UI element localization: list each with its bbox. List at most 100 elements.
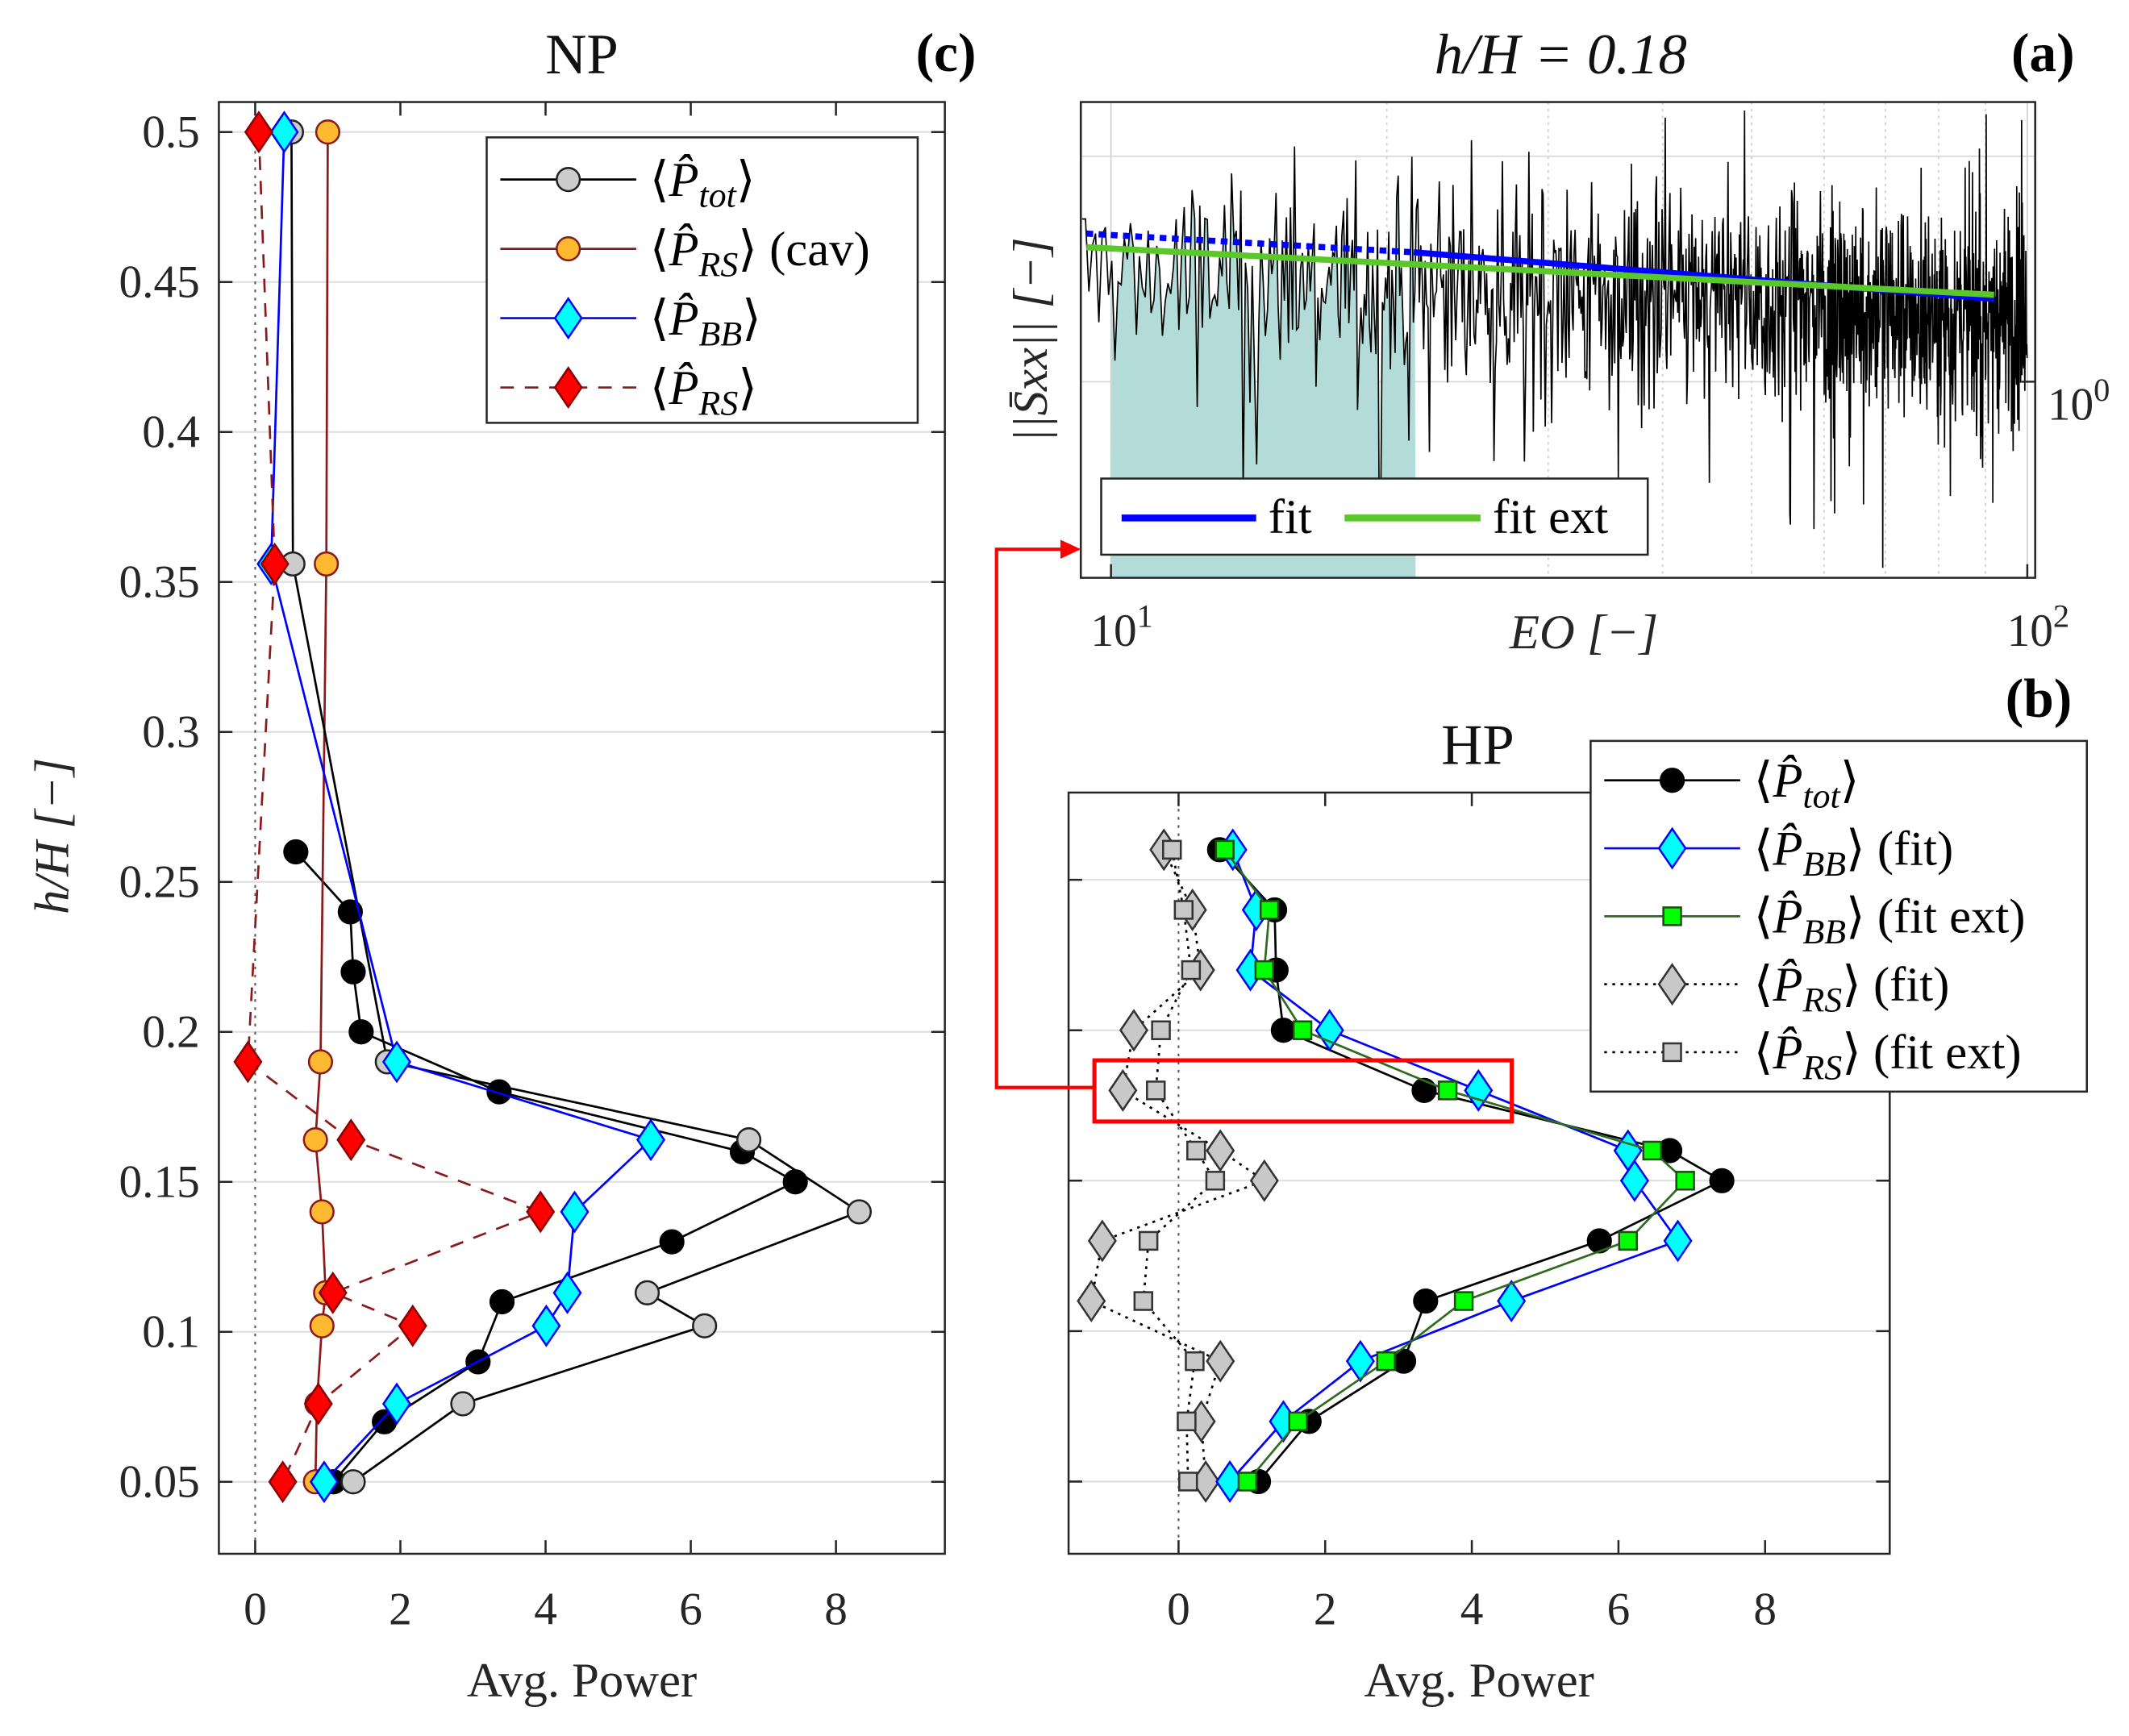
np-legend-label: ⟨P̂RS⟩ (cav) bbox=[650, 223, 870, 284]
np-series-3-point bbox=[244, 110, 273, 154]
arrowhead-icon bbox=[1060, 539, 1081, 559]
hp-xtick-label: 4 bbox=[1460, 1584, 1484, 1635]
np-xtick-label: 4 bbox=[534, 1584, 557, 1635]
hp-series-4-point bbox=[1185, 1351, 1205, 1372]
hp-xtick-label: 6 bbox=[1607, 1584, 1631, 1635]
hp-legend-label: ⟨P̂tot⟩ bbox=[1754, 754, 1860, 815]
hp-legend-marker bbox=[1662, 1042, 1682, 1063]
connector-arrow bbox=[994, 539, 1095, 1089]
hp-series-4-point bbox=[1151, 1020, 1171, 1040]
hp-series-4-line bbox=[1142, 849, 1217, 1482]
np-legend-label: ⟨P̂RS⟩ bbox=[650, 361, 757, 423]
np-ytick-label: 0.45 bbox=[119, 256, 200, 307]
spectrum-ylabel: ||S̄xx|| [−] bbox=[1004, 237, 1058, 442]
np-ytick-label: 0.4 bbox=[142, 406, 200, 457]
np-series-2-point bbox=[381, 1040, 411, 1084]
hp-legend-marker bbox=[1657, 826, 1687, 870]
np-series-3-point bbox=[398, 1304, 427, 1347]
np-series-2-point bbox=[309, 1460, 339, 1504]
np-series-3-point bbox=[268, 1460, 298, 1504]
hp-series-2-point bbox=[1675, 1171, 1695, 1191]
hp-series-4-point bbox=[1162, 839, 1182, 860]
np-ytick-label: 0.3 bbox=[142, 706, 200, 757]
legend-fit-label: fit bbox=[1269, 490, 1312, 544]
np-legend-label: ⟨P̂tot⟩ bbox=[650, 153, 756, 214]
hp-series-2-point bbox=[1453, 1291, 1474, 1311]
np-series-2-point bbox=[269, 110, 299, 154]
np-xlabel: Avg. Power bbox=[467, 1654, 697, 1708]
np-ytick-label: 0.25 bbox=[119, 856, 200, 907]
hp-series-2-point bbox=[1254, 960, 1275, 980]
np-series-0-point bbox=[735, 1127, 762, 1153]
np-series-4-point bbox=[486, 1079, 512, 1105]
np-series-2-point bbox=[531, 1304, 561, 1347]
hp-panel: 0 2 4 6 8 ⟨P̂tot⟩ ⟨P̂BB⟩ (fit) ⟨P̂BB⟩ (fit ext… bbox=[1067, 668, 2089, 1708]
np-series-4-point bbox=[782, 1169, 808, 1195]
np-xtick-label: 0 bbox=[244, 1584, 267, 1635]
hp-series-2-point bbox=[1288, 1411, 1308, 1432]
hp-legend-marker bbox=[1659, 768, 1685, 793]
hp-series-3-point bbox=[1206, 1339, 1235, 1383]
hp-series-4-point bbox=[1177, 1411, 1197, 1432]
spectrum-axes-frame bbox=[1079, 101, 2036, 579]
np-legend-marker bbox=[556, 167, 581, 193]
np-ytick-label: 0.15 bbox=[119, 1156, 200, 1207]
np-xtick-label: 8 bbox=[824, 1584, 848, 1635]
hp-title: HP bbox=[1441, 714, 1514, 777]
hp-xtick-label: 2 bbox=[1314, 1584, 1337, 1635]
hp-series-0-point bbox=[1411, 1077, 1437, 1103]
hp-series-1-point bbox=[1314, 1009, 1344, 1052]
panel-label-c: (c) bbox=[916, 23, 977, 83]
hp-legend-marker bbox=[1662, 906, 1682, 926]
spectrum-xtick-label: 102 bbox=[2007, 597, 2070, 656]
hp-series-2-point bbox=[1214, 839, 1235, 860]
spectrum-ytick-label: 100 bbox=[2048, 372, 2110, 431]
hp-legend-label: ⟨P̂BB⟩ (fit ext) bbox=[1754, 890, 2026, 951]
np-series-0-point bbox=[340, 1469, 366, 1495]
np-series-2-point bbox=[552, 1271, 582, 1314]
np-series-4-point bbox=[489, 1288, 515, 1315]
spectrum-xlabel: EO [−] bbox=[1509, 606, 1658, 660]
np-series-3-point bbox=[318, 1271, 348, 1314]
hp-series-3-point bbox=[1087, 1219, 1117, 1263]
hp-series-2-line bbox=[1223, 849, 1687, 1483]
hp-legend-marker bbox=[1657, 963, 1687, 1006]
hp-xtick-label: 0 bbox=[1167, 1584, 1190, 1635]
hp-legend-label: ⟨P̂RS⟩ (fit ext) bbox=[1754, 1026, 2022, 1087]
np-legend-marker bbox=[556, 236, 581, 262]
np-series-0-point bbox=[846, 1199, 873, 1225]
hp-series-0-point bbox=[1709, 1168, 1735, 1193]
np-series-1-point bbox=[307, 1049, 334, 1075]
hp-series-3-point bbox=[1077, 1280, 1106, 1323]
np-legend-marker bbox=[553, 366, 583, 410]
np-xtick-label: 2 bbox=[389, 1584, 412, 1635]
hp-series-3-point bbox=[1249, 1159, 1279, 1202]
np-series-4-point bbox=[283, 839, 309, 865]
hp-series-2-point bbox=[1237, 1472, 1258, 1492]
hp-series-1-point bbox=[1619, 1159, 1649, 1202]
np-series-0-point bbox=[634, 1280, 660, 1305]
hp-series-1-point bbox=[1497, 1280, 1527, 1323]
np-series-3-line bbox=[247, 131, 544, 1483]
hp-series-1-point bbox=[1663, 1219, 1693, 1263]
np-series-3-point bbox=[336, 1118, 366, 1162]
hp-series-0-point bbox=[1413, 1288, 1439, 1314]
np-series-4-point bbox=[348, 1019, 374, 1045]
shaded-band bbox=[1110, 146, 1416, 578]
hp-xlabel: Avg. Power bbox=[1364, 1654, 1594, 1708]
np-panel: 0.05 0.1 0.15 0.2 0.25 0.3 0.35 0.4 0.45 0.5 0 2 4 6 8… bbox=[25, 23, 976, 1708]
hp-series-2-point bbox=[1618, 1230, 1638, 1251]
hp-series-2-point bbox=[1437, 1080, 1458, 1101]
fit-ext-line bbox=[1085, 244, 1994, 298]
hp-legend-label: ⟨P̂RS⟩ (fit) bbox=[1754, 958, 1950, 1019]
np-legend-marker bbox=[553, 297, 583, 340]
np-ytick-label: 0.1 bbox=[142, 1306, 200, 1357]
np-series-1-point bbox=[309, 1313, 335, 1338]
np-series-2-point bbox=[560, 1190, 590, 1234]
hp-series-4-point bbox=[1181, 960, 1202, 980]
hp-series-0-point bbox=[1270, 1018, 1297, 1043]
hp-series-3-point bbox=[1119, 1009, 1148, 1052]
highlight-box bbox=[1092, 1058, 1514, 1124]
hp-legend-label: ⟨P̂BB⟩ (fit) bbox=[1754, 822, 1953, 883]
